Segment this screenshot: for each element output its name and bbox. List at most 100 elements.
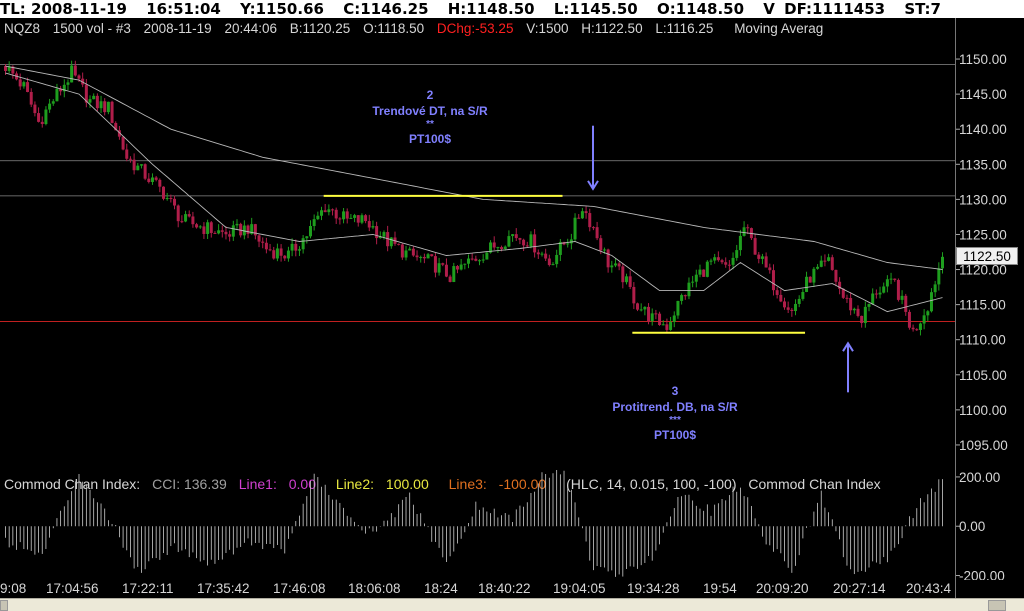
candle-body [375,226,379,239]
candle-body [84,84,88,103]
y-tick-label: 1100.00 [959,403,1007,418]
y-tick-label: 1120.00 [959,263,1007,278]
x-tick-label: 9:08 [0,581,27,596]
cci-y-tick-label: 200.00 [959,470,1000,485]
annotation-2-number: 2 [426,88,434,102]
candle-body [408,248,412,251]
candle-body [860,315,864,324]
horizontal-scrollbar[interactable] [0,598,1024,611]
cci-line1: Line1: 0.00 [239,476,324,492]
candle-body [871,293,875,305]
candle-body [610,265,614,268]
y-tick-label: 1105.00 [959,368,1007,383]
candle-body [727,264,731,266]
candle-body [812,268,816,283]
candle-body [698,269,702,275]
scroll-left-button[interactable] [0,600,8,611]
candle-body [22,82,26,87]
candle-body [713,257,717,261]
candle-body [816,266,820,269]
candle-body [536,252,540,255]
candle-body [845,297,849,299]
price-chart[interactable]: 1150.00 1145.00 1140.00 1135.00 1130.00 1125.… [0,38,1024,470]
candle-body [242,225,246,236]
scroll-thumb[interactable] [988,600,1006,611]
candle-body [885,279,889,287]
annotation-2-stars: ** [426,119,434,130]
candle-body [533,234,537,253]
y-tick-label: 1130.00 [959,192,1007,207]
x-tick-label: 17:22:11 [122,581,174,596]
y-tick-label: 1140.00 [959,122,1007,137]
candle-body [801,291,805,299]
candle-body [323,210,327,213]
candle-body [878,292,882,295]
title-y: Y:1150.66 [240,0,324,18]
candle-body [481,259,485,261]
candle-body [459,264,463,270]
candle-body [154,177,158,180]
candle-body [415,255,419,258]
bar-time: 20:44:06 [224,21,277,36]
cci-header: Commod Chan Index: CCI: 136.39 Line1: 0.… [4,474,954,494]
candle-body [342,211,346,220]
candle-body [687,282,691,297]
candle-body [790,309,794,312]
candle-body [29,91,33,105]
candle-body [176,205,180,222]
candle-body [764,256,768,268]
candle-body [529,234,533,247]
cci-line2-label: Line2: [335,476,375,492]
candle-body [503,246,507,250]
candle-body [478,260,482,262]
candle-body [297,249,301,251]
candle-body [643,306,647,310]
candle-body [838,281,842,289]
annotation-2-target: PT100$ [408,132,452,146]
candle-body [915,329,919,331]
candle-body [522,239,526,246]
candle-body [312,219,316,227]
moving-average-slow [5,65,943,270]
candle-body [275,248,279,259]
cci-chart[interactable]: 200.00 0.00 -200.00 [0,470,1024,580]
candle-body [500,247,504,250]
candle-body [941,256,945,269]
candle-body [580,211,584,219]
bar-interval: 1500 vol - #3 [52,21,131,36]
candle-body [316,215,320,220]
candle-body [753,238,757,255]
cci-name: Commod Chan Index: [4,476,141,492]
candle-body [852,308,856,311]
candle-body [669,321,673,330]
candle-body [757,254,761,259]
annotation-3-target: PT100$ [653,428,697,442]
title-st: ST:7 [904,0,941,18]
y-tick-label: 1150.00 [959,52,1007,67]
candle-body [198,226,202,228]
candle-body [70,65,74,83]
candle-body [294,243,298,251]
candle-body [444,264,448,277]
candle-body [705,261,709,277]
candle-body [823,260,827,262]
bar-volume: V:1500 [526,21,569,36]
annotation-3-number: 3 [671,384,679,398]
candle-body [489,242,493,253]
candle-body [496,247,500,249]
candle-body [371,226,375,228]
candle-body [283,255,287,259]
candle-body [426,254,430,259]
y-tick-label: 1135.00 [959,157,1007,172]
candle-body [389,237,393,247]
candle-body [874,293,878,295]
candle-body [856,308,860,316]
candle-body [841,288,845,298]
candle-body [650,313,654,322]
candle-body [51,101,55,104]
candle-body [466,258,470,264]
candle-body [621,266,625,283]
candle-body [334,209,338,219]
title-bar: TL: 2008-11-19 16:51:04 Y:1150.66 C:1146… [0,0,1024,18]
candle-body [547,258,551,265]
